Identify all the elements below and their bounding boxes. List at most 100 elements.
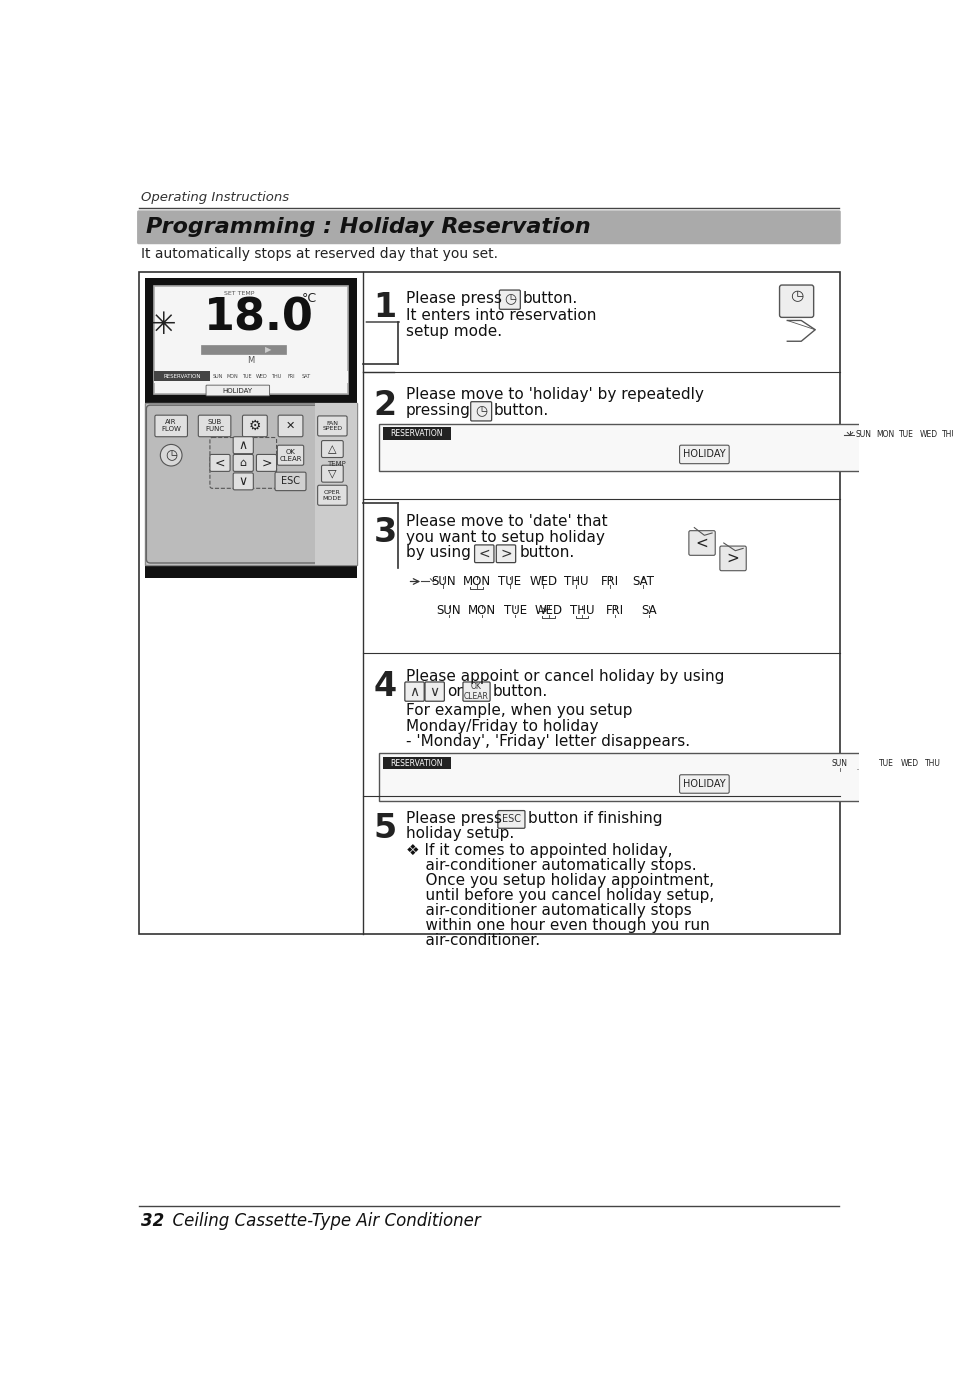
FancyBboxPatch shape [277, 445, 303, 465]
Text: HOLIDAY: HOLIDAY [682, 778, 725, 790]
Text: Please press: Please press [406, 291, 501, 307]
FancyBboxPatch shape [146, 405, 355, 563]
Text: SAT: SAT [632, 575, 654, 588]
Text: Monday/Friday to holiday: Monday/Friday to holiday [406, 718, 598, 734]
Text: RESERVATION: RESERVATION [390, 759, 442, 767]
Text: FRI: FRI [600, 575, 618, 588]
Circle shape [160, 444, 182, 466]
Text: pressing: pressing [406, 403, 471, 417]
Text: WED: WED [534, 605, 562, 617]
Text: 3: 3 [373, 517, 396, 549]
Text: Please press: Please press [406, 811, 501, 826]
Text: ✕: ✕ [286, 421, 294, 431]
Text: ⌂: ⌂ [239, 458, 247, 468]
Text: OK
CLEAR: OK CLEAR [279, 449, 301, 462]
Text: TUE: TUE [242, 374, 252, 379]
Text: Ceiling Cassette-Type Air Conditioner: Ceiling Cassette-Type Air Conditioner [162, 1212, 480, 1231]
Text: FRI: FRI [605, 605, 623, 617]
Text: ◷: ◷ [789, 288, 802, 304]
Text: air-conditioner.: air-conditioner. [406, 934, 539, 948]
FancyBboxPatch shape [779, 286, 813, 318]
Text: WED: WED [919, 430, 937, 440]
Text: button.: button. [518, 545, 574, 560]
Text: Once you setup holiday appointment,: Once you setup holiday appointment, [406, 874, 714, 889]
Bar [145, 279, 356, 578]
Text: RESERVATION: RESERVATION [390, 430, 442, 438]
Text: Please appoint or cancel holiday by using: Please appoint or cancel holiday by usin… [406, 669, 723, 683]
Bar [382, 427, 451, 440]
FancyBboxPatch shape [404, 682, 424, 701]
Bar [378, 424, 953, 472]
Text: RESERVATION: RESERVATION [163, 374, 200, 379]
FancyBboxPatch shape [688, 531, 715, 556]
Bar [138, 272, 840, 934]
Text: 32: 32 [141, 1212, 164, 1231]
Text: TUE: TUE [878, 759, 893, 767]
FancyBboxPatch shape [321, 441, 343, 458]
Text: Please move to 'holiday' by repeatedly: Please move to 'holiday' by repeatedly [406, 388, 703, 402]
Text: THU: THU [942, 430, 953, 440]
FancyBboxPatch shape [210, 455, 230, 472]
Text: ⚙: ⚙ [249, 419, 261, 433]
Text: M: M [247, 356, 254, 365]
Text: △: △ [328, 444, 336, 454]
Text: ◷: ◷ [165, 448, 177, 462]
Text: 4: 4 [374, 671, 396, 703]
Text: HOLIDAY: HOLIDAY [682, 449, 725, 459]
Text: - 'Monday', 'Friday' letter disappears.: - 'Monday', 'Friday' letter disappears. [406, 734, 689, 749]
Text: For example, when you setup: For example, when you setup [406, 703, 632, 718]
FancyBboxPatch shape [274, 472, 306, 490]
Bar [145, 403, 356, 564]
Text: THU: THU [569, 605, 594, 617]
Text: SUN: SUN [436, 605, 460, 617]
FancyBboxPatch shape [206, 385, 270, 396]
Text: SET TEMP: SET TEMP [224, 291, 254, 295]
Text: >: > [726, 550, 739, 566]
Bar [154, 286, 348, 393]
Text: SUN: SUN [854, 430, 870, 440]
Text: button.: button. [493, 683, 547, 699]
Bar [200, 344, 286, 354]
Text: OPER
MODE: OPER MODE [322, 490, 341, 501]
Text: <: < [695, 535, 708, 550]
FancyBboxPatch shape [720, 546, 745, 571]
Text: button if finishing: button if finishing [527, 811, 661, 826]
Text: THU: THU [272, 374, 281, 379]
FancyBboxPatch shape [278, 416, 303, 437]
Text: you want to setup holiday: you want to setup holiday [406, 531, 604, 545]
Text: ❖ If it comes to appointed holiday,: ❖ If it comes to appointed holiday, [406, 843, 672, 858]
Text: ∨: ∨ [429, 685, 439, 699]
Text: ◷: ◷ [475, 405, 487, 419]
Text: FAN
SPEED: FAN SPEED [322, 420, 342, 431]
Text: 2: 2 [374, 389, 396, 421]
Text: ◷: ◷ [503, 293, 516, 307]
FancyBboxPatch shape [317, 416, 347, 435]
FancyBboxPatch shape [154, 416, 187, 437]
Text: SAT: SAT [301, 374, 311, 379]
Text: until before you cancel holiday setup,: until before you cancel holiday setup, [406, 889, 714, 903]
Text: OK
CLEAR: OK CLEAR [463, 682, 489, 701]
Text: TUE: TUE [899, 430, 913, 440]
Text: THU: THU [563, 575, 588, 588]
Text: AIR
FLOW: AIR FLOW [161, 420, 181, 433]
FancyBboxPatch shape [198, 416, 231, 437]
Bar [382, 757, 451, 770]
Text: ESC: ESC [501, 815, 520, 825]
Text: <: < [214, 456, 225, 469]
FancyBboxPatch shape [233, 473, 253, 490]
Text: SUN: SUN [431, 575, 455, 588]
Text: air-conditioner automatically stops.: air-conditioner automatically stops. [406, 858, 696, 874]
Text: Please move to 'date' that: Please move to 'date' that [406, 515, 607, 529]
Text: SUN: SUN [213, 374, 223, 379]
FancyBboxPatch shape [424, 682, 444, 701]
FancyBboxPatch shape [137, 210, 840, 244]
Text: Programming : Holiday Reservation: Programming : Holiday Reservation [146, 217, 591, 237]
Text: by using: by using [406, 545, 471, 560]
Text: ∧: ∧ [409, 685, 419, 699]
Text: MON: MON [875, 430, 893, 440]
FancyBboxPatch shape [498, 290, 519, 309]
Bar [315, 403, 356, 564]
FancyBboxPatch shape [474, 545, 494, 563]
FancyBboxPatch shape [242, 416, 267, 437]
Text: MON: MON [226, 374, 238, 379]
